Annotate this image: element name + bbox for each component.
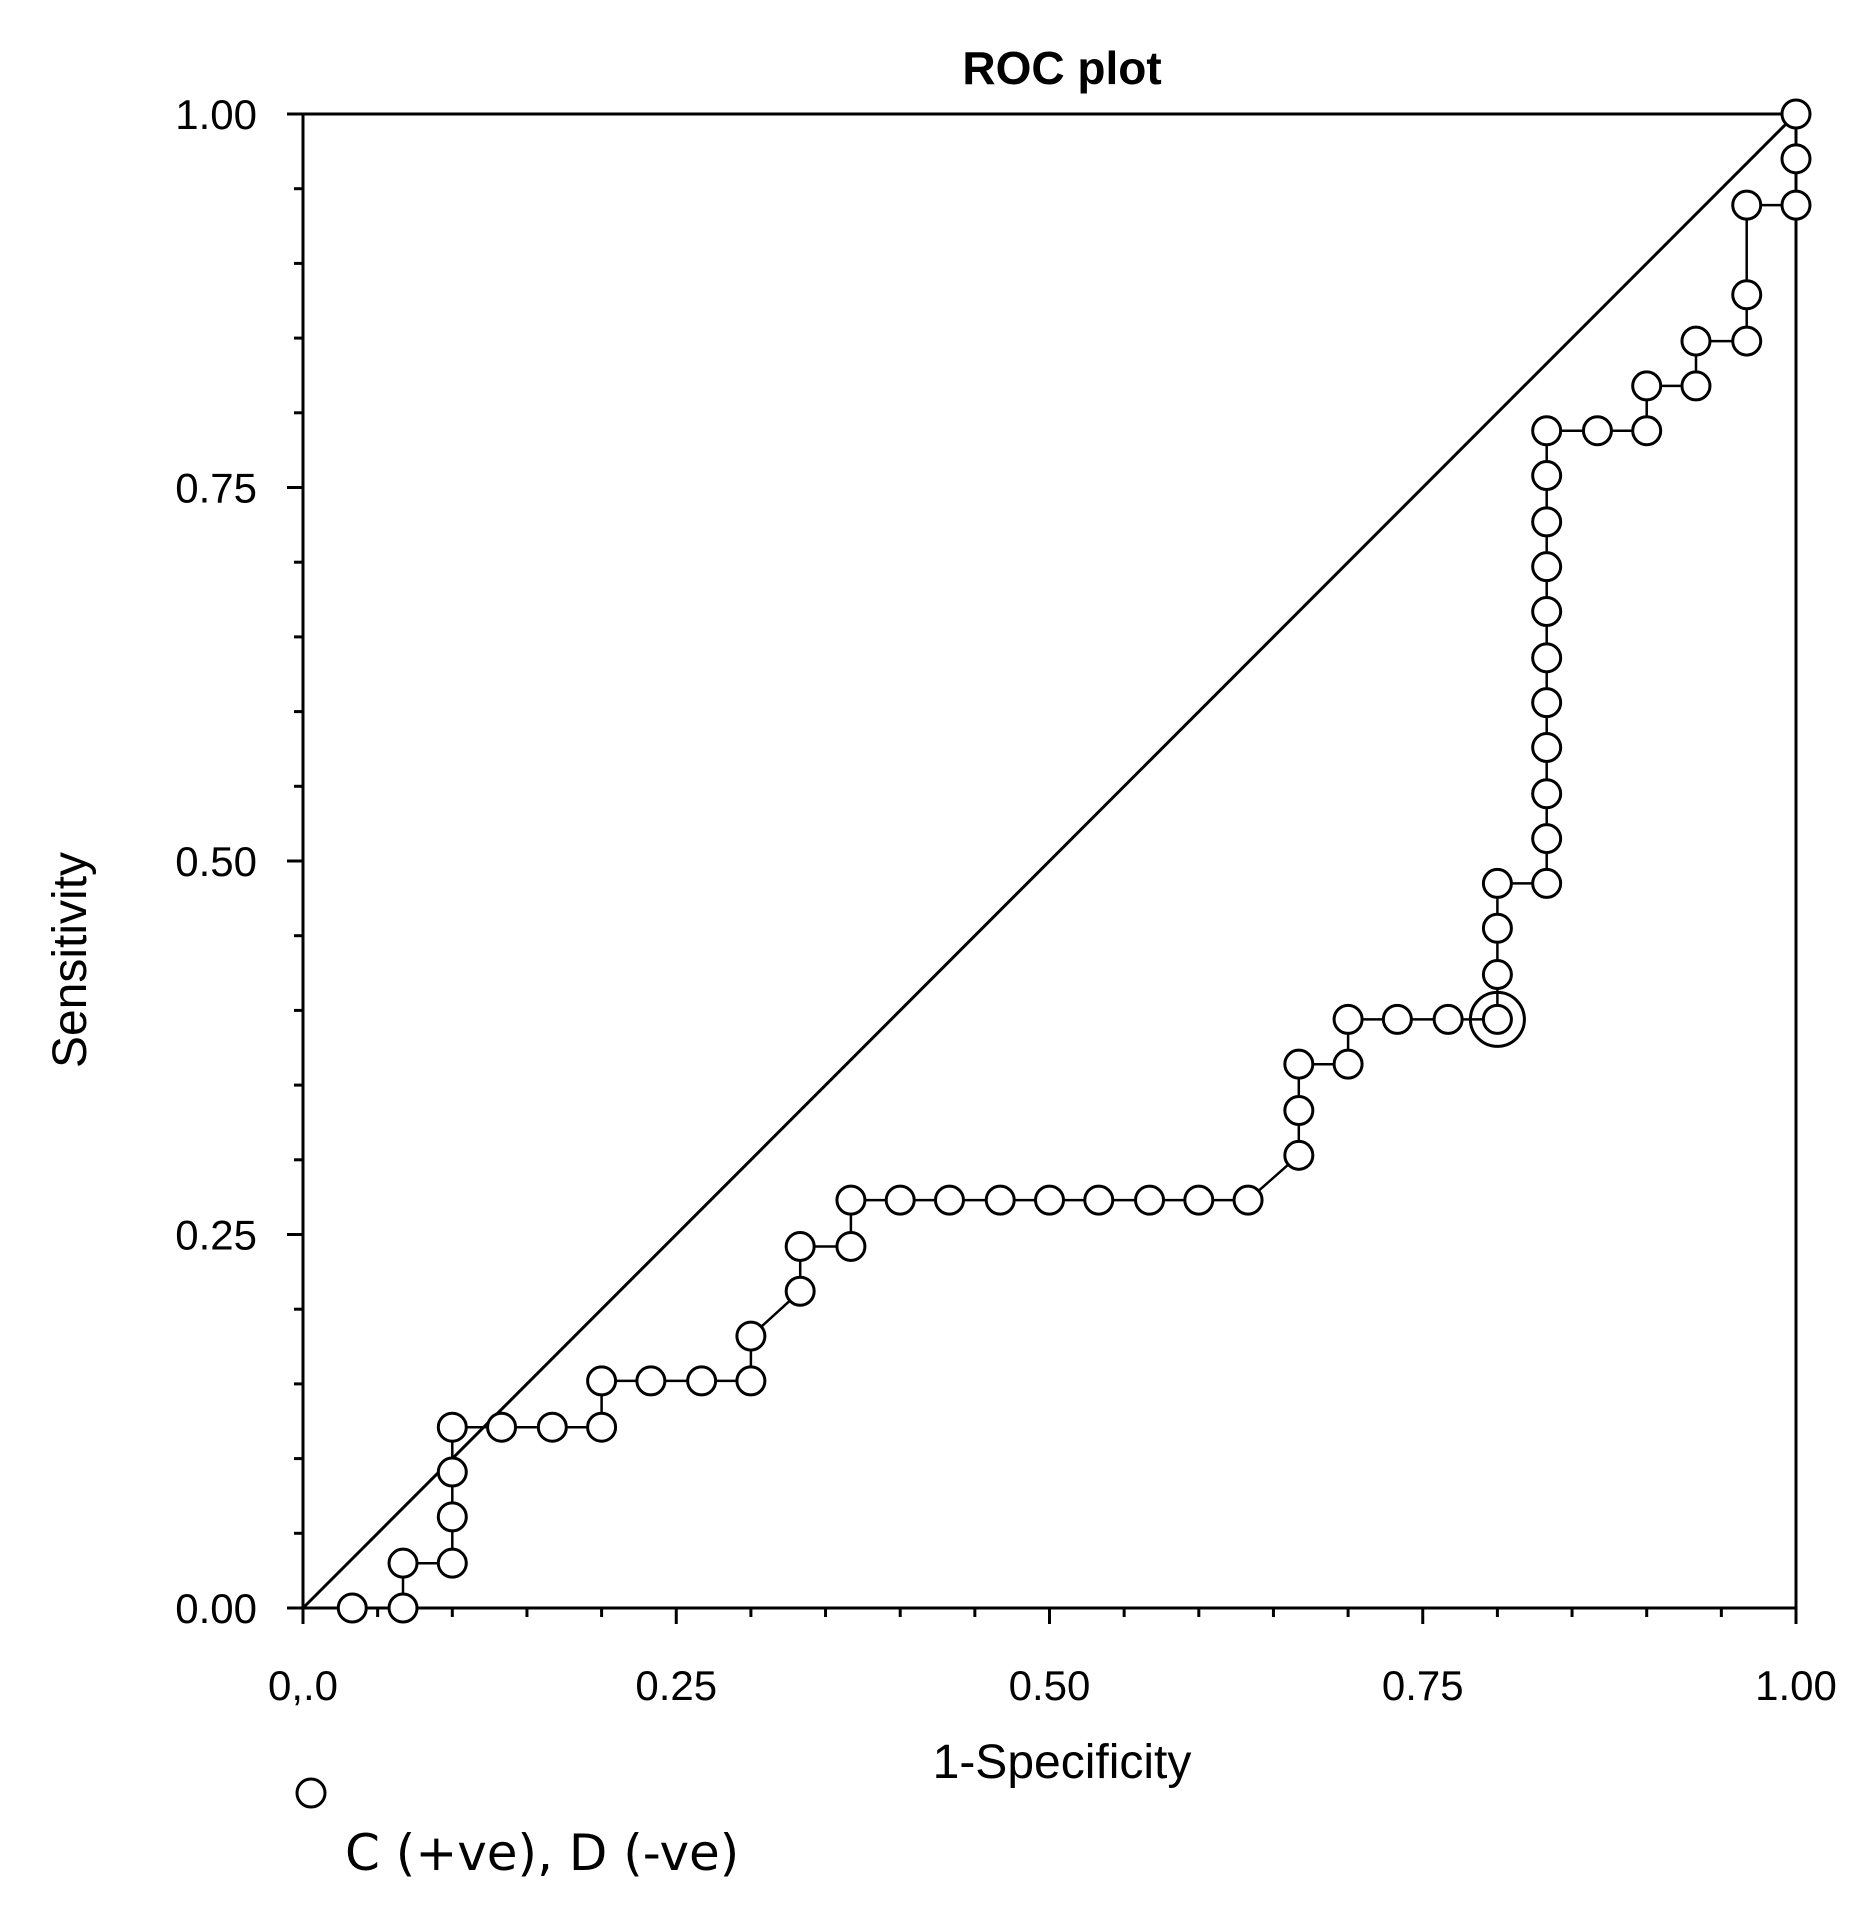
roc-point [884,1184,916,1216]
roc-point [1083,1184,1115,1216]
y-axis-title: Sensitivity [44,852,97,1068]
y-tick-label: 0.75 [175,465,257,512]
roc-point [835,1184,867,1216]
roc-point [984,1184,1016,1216]
diagonal-reference-line [301,112,1798,1610]
roc-point [735,1320,767,1352]
roc-point [1780,189,1812,221]
roc-point [1531,506,1563,538]
roc-point [1531,778,1563,810]
y-tick-label: 0.00 [175,1585,257,1632]
roc-point [1332,1048,1364,1080]
roc-points [336,98,1812,1624]
roc-point [1631,415,1663,447]
roc-point [1680,325,1712,357]
roc-point [486,1411,518,1443]
roc-point [436,1501,468,1533]
roc-point [586,1411,618,1443]
roc-point [784,1275,816,1307]
roc-point [1531,596,1563,628]
roc-point [1481,867,1513,899]
roc-point [1432,1003,1464,1035]
roc-point [1134,1184,1166,1216]
roc-point [586,1365,618,1397]
roc-point [1531,415,1563,447]
roc-point [635,1365,667,1397]
roc-point [933,1184,965,1216]
x-axis: 0,.0 0.25 0.50 0.75 1.00 [268,1608,1837,1709]
roc-point [1481,959,1513,991]
roc-point [835,1230,867,1262]
y-tick-label: 0.50 [175,838,257,885]
roc-point [1531,687,1563,719]
roc-point [536,1411,568,1443]
roc-point [1531,551,1563,583]
roc-point [436,1547,468,1579]
roc-point [1731,189,1763,221]
roc-point [436,1456,468,1488]
y-axis: 0.00 0.25 0.50 0.75 1.00 [175,91,303,1632]
roc-point [1481,1003,1513,1035]
roc-point [1283,1048,1315,1080]
legend-label: C (+ve), D (-ve) [345,1824,739,1882]
roc-curve-line [352,114,1798,1610]
legend-marker-icon [295,1777,327,1809]
roc-point [1034,1184,1065,1216]
x-tick-label: 0.50 [1009,1662,1091,1709]
legend: C (+ve), D (-ve) [295,1777,739,1882]
chart-title: ROC plot [962,42,1161,94]
roc-point [686,1365,718,1397]
x-tick-label: 1.00 [1755,1662,1837,1709]
roc-point [1283,1139,1315,1171]
roc-point [436,1411,468,1443]
y-tick-label: 0.25 [175,1212,257,1259]
x-tick-label: 0.75 [1382,1662,1464,1709]
roc-point [1731,279,1763,311]
roc-point [1283,1094,1315,1126]
roc-point [1780,143,1812,175]
roc-point [1332,1003,1364,1035]
x-tick-label: 0.25 [635,1662,717,1709]
roc-point [784,1230,816,1262]
roc-point [1531,823,1563,855]
optimal-cutoff-marker [1468,990,1526,1048]
roc-point [1680,370,1712,402]
roc-point [1581,415,1613,447]
y-tick-label: 1.00 [175,91,257,138]
roc-point [1531,731,1563,763]
roc-point [1731,325,1763,357]
roc-point [1481,912,1513,944]
x-axis-title: 1-Specificity [933,1736,1192,1789]
roc-point [1183,1184,1215,1216]
x-tick-label: 0,.0 [268,1662,338,1709]
roc-point [735,1365,767,1397]
roc-point [1531,642,1563,674]
roc-point [387,1547,419,1579]
roc-point [336,1592,368,1624]
roc-point [1531,460,1563,492]
roc-point [387,1592,419,1624]
roc-point [1531,867,1563,899]
roc-point [1381,1003,1413,1035]
roc-point [1780,98,1812,130]
roc-point [1232,1184,1264,1216]
roc-point [1631,370,1663,402]
